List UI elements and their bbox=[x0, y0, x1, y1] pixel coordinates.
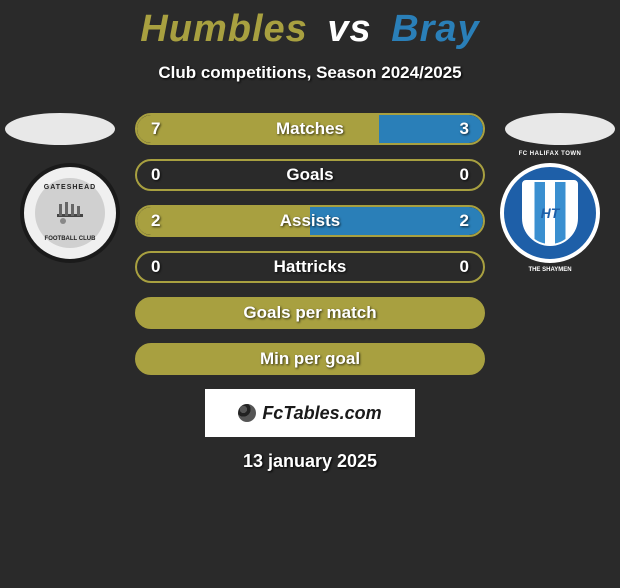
stat-row: 00Goals bbox=[135, 159, 485, 191]
football-icon bbox=[238, 404, 256, 422]
footer-brand: FcTables.com bbox=[205, 389, 415, 437]
stat-row: 22Assists bbox=[135, 205, 485, 237]
crest-left-bottom-text: FOOTBALL CLUB bbox=[45, 236, 96, 242]
crest-left-inner: GATESHEAD FOOTBALL CLUB bbox=[35, 178, 105, 248]
stat-label: Goals per match bbox=[137, 303, 483, 323]
stat-bars: 73Matches 00Goals 22Assists 00Hattricks Goal… bbox=[135, 113, 485, 375]
player1-name: Humbles bbox=[140, 8, 307, 50]
stat-row: Goals per match bbox=[135, 297, 485, 329]
player1-ellipse bbox=[5, 113, 115, 145]
subtitle: Club competitions, Season 2024/2025 bbox=[0, 63, 620, 83]
player2-crest: FC HALIFAX TOWN HT THE SHAYMEN bbox=[500, 163, 600, 263]
player1-crest: GATESHEAD FOOTBALL CLUB bbox=[20, 163, 120, 263]
stat-label: Hattricks bbox=[137, 257, 483, 277]
crest-right-center-text: HT bbox=[541, 205, 560, 221]
crest-left-top-text: GATESHEAD bbox=[44, 184, 96, 191]
content-area: GATESHEAD FOOTBALL CLUB FC HALIFAX TOWN … bbox=[0, 113, 620, 375]
footer-brand-text: FcTables.com bbox=[262, 403, 381, 424]
player2-name: Bray bbox=[391, 8, 480, 50]
player2-ellipse bbox=[505, 113, 615, 145]
stat-row: 73Matches bbox=[135, 113, 485, 145]
crest-right-bottom-text: THE SHAYMEN bbox=[494, 267, 606, 273]
stat-label: Assists bbox=[137, 211, 483, 231]
vs-text: vs bbox=[327, 8, 371, 50]
stat-row: Min per goal bbox=[135, 343, 485, 375]
stat-label: Goals bbox=[137, 165, 483, 185]
crest-right-shield: HT bbox=[522, 180, 578, 246]
date-text: 13 january 2025 bbox=[0, 451, 620, 472]
stat-label: Min per goal bbox=[137, 349, 483, 369]
crest-right-top-text: FC HALIFAX TOWN bbox=[504, 151, 596, 157]
stat-label: Matches bbox=[137, 119, 483, 139]
comparison-title: Humbles vs Bray bbox=[0, 8, 620, 51]
stat-row: 00Hattricks bbox=[135, 251, 485, 283]
crest-left-icon bbox=[53, 196, 87, 230]
